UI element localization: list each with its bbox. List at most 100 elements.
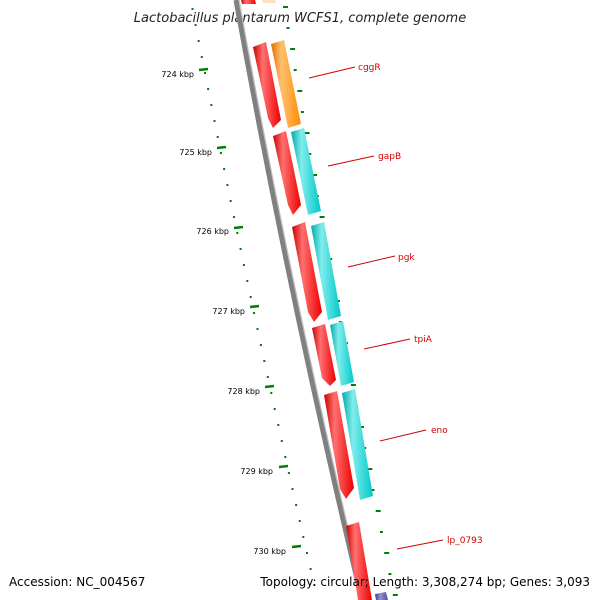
- gc-dot: [207, 88, 210, 90]
- gc-dot: [302, 536, 305, 538]
- gc-dot: [210, 104, 213, 106]
- genome-summary-text: Topology: circular; Length: 3,308,274 bp…: [259, 575, 590, 589]
- gene-labels: cggR gapB pgk tpiA eno lp_0793: [308, 63, 483, 550]
- gc-dot: [256, 328, 259, 330]
- ruler-tick-727: [249, 304, 260, 309]
- gc-dash: [384, 552, 390, 554]
- gc-dot: [200, 56, 203, 58]
- gc-dot: [263, 360, 266, 362]
- gc-dot: [249, 296, 252, 298]
- accession-text: Accession: NC_004567: [9, 575, 145, 589]
- gc-dot: [253, 312, 255, 314]
- gc-dot: [287, 472, 290, 474]
- gc-dot: [191, 8, 194, 10]
- gc-dash: [319, 216, 325, 218]
- label-pgk[interactable]: pgk: [398, 253, 415, 263]
- ruler-tick-730: [291, 544, 302, 549]
- gene-pgk[interactable]: [311, 222, 341, 320]
- cds-block-pale: [262, 0, 276, 3]
- gc-dash: [388, 573, 392, 575]
- cds-track-outer: [262, 0, 388, 600]
- callout-lp_0793: [396, 539, 444, 550]
- gc-dot: [266, 376, 269, 378]
- gene-cggR[interactable]: [271, 40, 301, 128]
- cds-track-inner: [241, 0, 372, 600]
- position-ruler: 724 kbp 725 kbp 726 kbp 727 kbp 728 kbp …: [161, 67, 302, 556]
- callout-tpiA: [363, 338, 411, 350]
- label-tpiA[interactable]: tpiA: [414, 335, 433, 345]
- cds-block[interactable]: [292, 222, 322, 322]
- gc-dot: [213, 120, 216, 122]
- cds-block[interactable]: [312, 324, 336, 386]
- gc-dash: [359, 426, 364, 428]
- gc-dot: [259, 344, 262, 346]
- gc-dot: [226, 184, 229, 186]
- gc-dash: [297, 90, 303, 92]
- gc-dot: [246, 280, 249, 282]
- gc-dot: [277, 424, 280, 426]
- callout-eno: [379, 429, 427, 442]
- gc-dash: [308, 153, 312, 155]
- gc-dot: [216, 136, 219, 138]
- gc-dot: [309, 568, 312, 570]
- cds-block[interactable]: [346, 522, 372, 600]
- cds-block[interactable]: [273, 131, 301, 215]
- cds-block[interactable]: [241, 0, 256, 4]
- gc-dot: [270, 392, 273, 394]
- label-lp_0793[interactable]: lp_0793: [447, 536, 483, 546]
- gc-dot: [219, 152, 222, 154]
- gc-dot: [229, 200, 232, 202]
- label-eno[interactable]: eno: [431, 426, 448, 436]
- gc-dash: [379, 531, 383, 533]
- gc-dot: [236, 232, 239, 234]
- cds-block[interactable]: [324, 391, 354, 499]
- gc-dot: [197, 40, 200, 42]
- gene-gapB[interactable]: [291, 128, 321, 215]
- ruler-tick-728: [264, 384, 275, 389]
- gc-dot: [306, 552, 308, 554]
- gc-dash: [293, 69, 297, 71]
- gc-dash: [304, 132, 310, 134]
- gc-dot: [295, 504, 298, 506]
- gene-eno[interactable]: [342, 389, 373, 500]
- gc-dot: [242, 264, 245, 266]
- gc-dot: [273, 408, 276, 410]
- gc-dash: [367, 468, 373, 470]
- gc-dot: [204, 72, 206, 74]
- ruler-label-730: 730 kbp: [253, 547, 286, 556]
- label-cggR[interactable]: cggR: [358, 63, 381, 73]
- gc-dash: [392, 594, 398, 596]
- gc-dot: [280, 440, 283, 442]
- callout-gapB: [327, 155, 375, 167]
- extra-block[interactable]: [375, 592, 388, 600]
- ruler-label-729: 729 kbp: [240, 467, 273, 476]
- gc-dash: [350, 384, 356, 386]
- gc-dot: [223, 168, 226, 170]
- gc-dot: [239, 248, 242, 250]
- ruler-label-728: 728 kbp: [227, 387, 260, 396]
- gc-dot: [313, 584, 316, 586]
- gene-tpiA[interactable]: [330, 321, 354, 386]
- gc-dash: [371, 489, 375, 491]
- callout-pgk: [347, 255, 396, 268]
- ruler-label-727: 727 kbp: [212, 307, 245, 316]
- gc-dash: [290, 48, 296, 50]
- gc-dot: [194, 24, 197, 26]
- ruler-label-725: 725 kbp: [179, 148, 212, 157]
- gc-dash: [375, 510, 381, 512]
- gc-dot: [284, 456, 287, 458]
- map-title: Lactobacillus plantarum WCFS1, complete …: [134, 11, 466, 26]
- ruler-tick-726: [233, 225, 244, 230]
- gc-dash: [312, 174, 317, 176]
- ruler-tick-729: [278, 464, 289, 469]
- callout-cggR: [308, 66, 356, 79]
- label-gapB[interactable]: gapB: [378, 152, 401, 162]
- cds-block[interactable]: [253, 42, 281, 128]
- ruler-label-726: 726 kbp: [196, 227, 229, 236]
- gc-dash: [283, 6, 288, 8]
- ruler-tick-725: [216, 145, 227, 150]
- gc-dash: [286, 27, 290, 29]
- ruler-tick-724: [198, 67, 209, 72]
- ruler-label-724: 724 kbp: [161, 70, 194, 79]
